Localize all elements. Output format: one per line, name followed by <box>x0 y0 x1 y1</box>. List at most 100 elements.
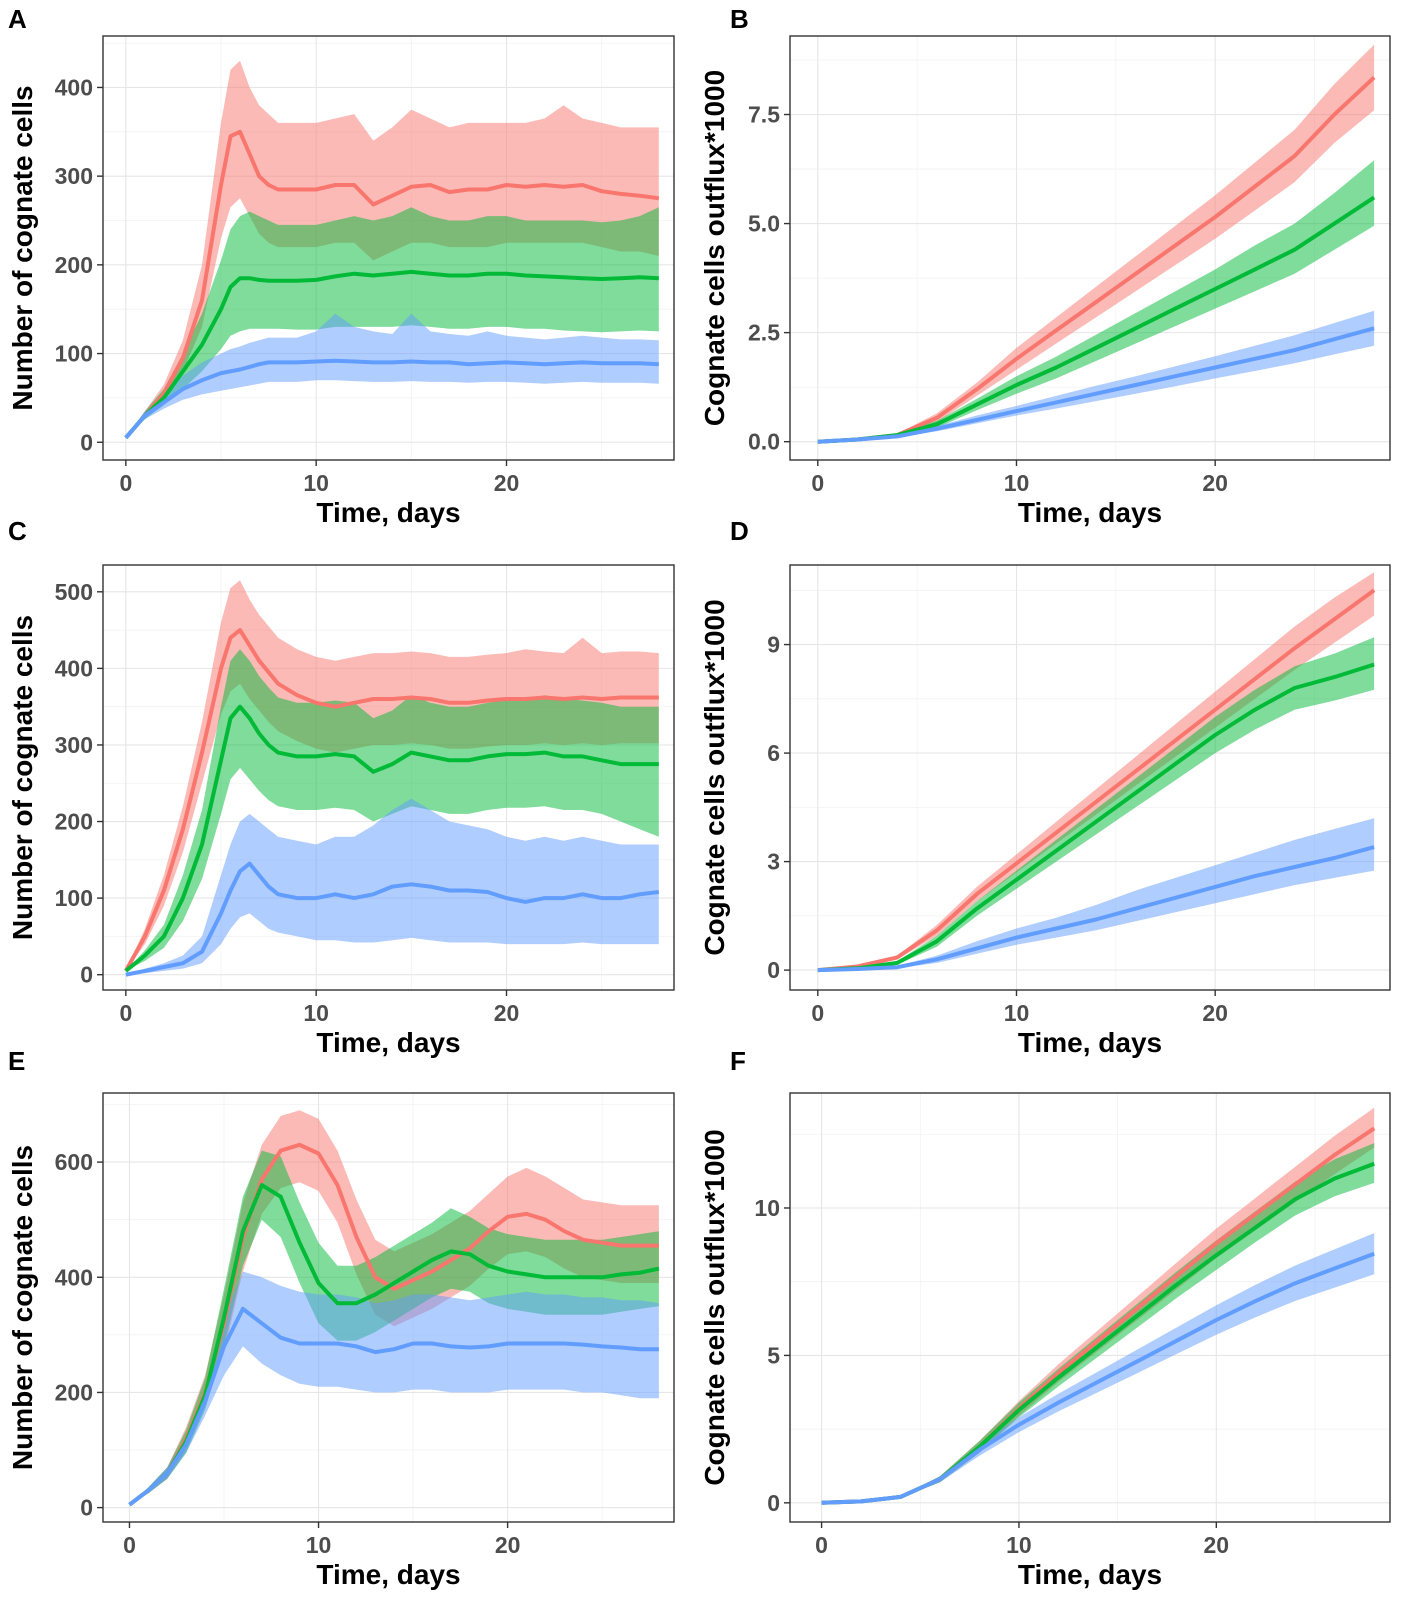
y-tick-label: 0 <box>767 1490 780 1516</box>
x-tick-label: 10 <box>1004 470 1030 496</box>
ribbon-blue <box>125 313 659 438</box>
y-tick-label: 200 <box>55 252 93 278</box>
line-blue <box>125 861 660 977</box>
y-axis-title: Number of cognate cells <box>7 1145 38 1470</box>
line-green <box>124 269 659 440</box>
plot-frame <box>789 564 1391 991</box>
x-tick-label: 10 <box>1004 1000 1030 1026</box>
ribbon-green <box>125 207 659 438</box>
x-axis-title: Time, days <box>316 1027 460 1058</box>
y-tick-label: 0.0 <box>748 429 780 455</box>
x-tick-label: 10 <box>303 1000 329 1026</box>
data-layer <box>128 1110 660 1507</box>
ribbon-blue <box>817 818 1375 971</box>
y-tick-label: 600 <box>55 1149 93 1175</box>
line-blue <box>124 358 659 440</box>
y-tick-label: 200 <box>55 1379 93 1405</box>
plot-frame <box>789 35 1391 461</box>
ribbon-blue <box>821 1233 1375 1503</box>
y-tick-label: 5 <box>767 1342 780 1368</box>
y-tick-label: 7.5 <box>748 102 780 128</box>
x-tick-label: 10 <box>306 1532 332 1558</box>
y-tick-label: 0 <box>80 962 93 988</box>
y-tick-label: 3 <box>767 849 780 875</box>
y-tick-label: 100 <box>55 341 93 367</box>
x-axis-title: Time, days <box>1018 1559 1162 1590</box>
x-axis-title: Time, days <box>1018 1027 1162 1058</box>
x-tick-label: 20 <box>495 1532 521 1558</box>
x-tick-label: 0 <box>123 1532 136 1558</box>
line-blue <box>821 1251 1375 1505</box>
x-tick-label: 10 <box>303 470 329 496</box>
line-green <box>817 195 1376 444</box>
line-red <box>817 588 1376 973</box>
y-axis-title: Cognate cells outflux*1000 <box>699 599 730 955</box>
plot-frame <box>789 1092 1391 1523</box>
panel-d: 0 10 20 0 3 6 9 Time, days Cognate cells outflux… <box>699 516 1391 1058</box>
x-tick-label: 10 <box>1006 1532 1032 1558</box>
y-tick-label: 200 <box>55 809 93 835</box>
y-tick-label: 10 <box>754 1195 780 1221</box>
ribbon-blue <box>129 1271 659 1505</box>
panel-label: D <box>730 516 749 546</box>
data-layer <box>821 1107 1376 1505</box>
line-blue <box>817 326 1375 444</box>
x-tick-label: 20 <box>1202 470 1228 496</box>
plot-frame <box>102 35 675 461</box>
line-green <box>124 704 659 973</box>
y-axis-title: Cognate cells outflux*1000 <box>699 1129 730 1485</box>
line-green <box>817 662 1375 973</box>
y-tick-label: 400 <box>55 74 93 100</box>
ribbon-green <box>821 1143 1375 1503</box>
x-axis-title: Time, days <box>1018 497 1162 528</box>
line-red <box>124 628 659 972</box>
line-red <box>817 75 1376 444</box>
y-tick-label: 5.0 <box>748 211 780 237</box>
data-layer <box>124 580 660 977</box>
line-blue <box>128 1306 659 1507</box>
y-tick-label: 400 <box>55 655 93 681</box>
panel-label: B <box>730 4 749 34</box>
panel-b: 0 10 20 0.0 2.5 5.0 7.5 Time, days Cognate cells… <box>699 4 1391 528</box>
y-tick-label: 400 <box>55 1264 93 1290</box>
x-tick-label: 0 <box>811 470 824 496</box>
line-green <box>128 1183 660 1507</box>
line-red <box>124 129 660 440</box>
y-tick-label: 0 <box>80 1495 93 1521</box>
line-blue <box>817 845 1375 973</box>
panel-label: A <box>8 4 27 34</box>
x-tick-label: 20 <box>1202 1000 1228 1026</box>
y-tick-label: 100 <box>55 885 93 911</box>
y-axis-title: Number of cognate cells <box>7 85 38 410</box>
plot-background <box>790 1093 1390 1522</box>
plot-frame <box>102 564 675 991</box>
x-tick-label: 20 <box>494 1000 520 1026</box>
y-tick-label: 300 <box>55 163 93 189</box>
x-tick-label: 20 <box>1204 1532 1230 1558</box>
x-tick-label: 0 <box>119 470 132 496</box>
x-tick-label: 0 <box>811 1000 824 1026</box>
x-tick-label: 0 <box>119 1000 132 1026</box>
y-tick-label: 0 <box>80 429 93 455</box>
panel-label: F <box>730 1046 746 1076</box>
panel-label: C <box>8 516 27 546</box>
data-layer <box>124 60 660 440</box>
plot-frame <box>102 1092 675 1523</box>
y-tick-label: 0 <box>767 957 780 983</box>
y-axis-title: Cognate cells outflux*1000 <box>699 70 730 426</box>
y-tick-label: 9 <box>767 632 780 658</box>
y-tick-label: 6 <box>767 740 780 766</box>
data-layer <box>817 572 1376 973</box>
y-tick-label: 500 <box>55 579 93 605</box>
y-axis-title: Number of cognate cells <box>7 615 38 940</box>
y-tick-label: 2.5 <box>748 320 780 346</box>
ribbon-green <box>129 1150 659 1505</box>
x-tick-label: 20 <box>494 470 520 496</box>
y-tick-label: 300 <box>55 732 93 758</box>
x-tick-label: 0 <box>815 1532 828 1558</box>
